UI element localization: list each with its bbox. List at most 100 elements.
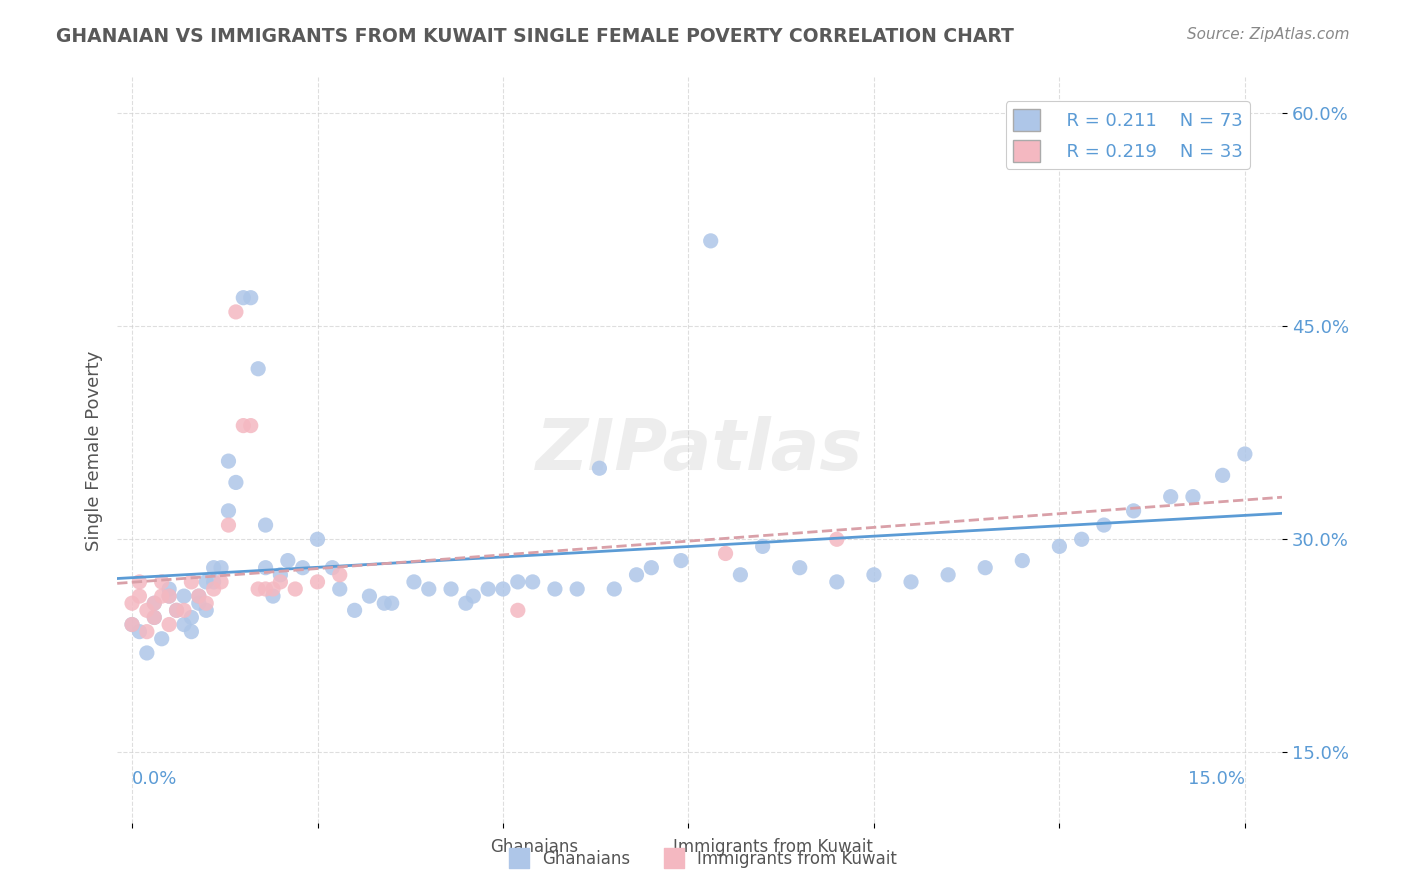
Point [277, 553, 299, 567]
Point [329, 567, 352, 582]
Point [128, 574, 150, 589]
Point [1011, 553, 1033, 567]
Text: 15.0%: 15.0% [1188, 770, 1244, 788]
Point [157, 617, 180, 632]
Point [239, 291, 262, 305]
Point [1212, 468, 1234, 483]
Text: GHANAIAN VS IMMIGRANTS FROM KUWAIT SINGLE FEMALE POVERTY CORRELATION CHART: GHANAIAN VS IMMIGRANTS FROM KUWAIT SINGL… [56, 27, 1014, 45]
Point [187, 589, 209, 603]
Point [789, 560, 811, 574]
Legend:   R = 0.211    N = 73,   R = 0.219    N = 33: R = 0.211 N = 73, R = 0.219 N = 33 [1005, 102, 1250, 169]
Text: Immigrants from Kuwait: Immigrants from Kuwait [673, 838, 873, 856]
Point [173, 603, 195, 617]
Point [329, 582, 352, 596]
Point [936, 567, 959, 582]
Point [506, 574, 529, 589]
Point [254, 582, 277, 596]
Point [1092, 518, 1115, 533]
Point [1122, 504, 1144, 518]
Point [166, 603, 188, 617]
Point [381, 596, 404, 610]
Text: 0.0%: 0.0% [132, 770, 177, 788]
Point [714, 546, 737, 560]
Point [180, 574, 202, 589]
Point [751, 540, 773, 554]
Point [825, 574, 848, 589]
Point [730, 567, 752, 582]
Point [567, 582, 589, 596]
Point [254, 518, 277, 533]
Point [343, 603, 366, 617]
Point [262, 589, 284, 603]
Point [217, 518, 239, 533]
Point [307, 533, 329, 547]
Point [1160, 490, 1182, 504]
Point [825, 533, 848, 547]
Point [239, 418, 262, 433]
Point [626, 567, 648, 582]
Point [202, 574, 225, 589]
Point [477, 582, 499, 596]
Point [195, 596, 218, 610]
Point [209, 574, 232, 589]
Point [1181, 490, 1204, 504]
Point [150, 574, 173, 589]
Point [173, 589, 195, 603]
Point [232, 418, 254, 433]
Point [269, 567, 291, 582]
Point [863, 567, 886, 582]
Point [135, 624, 157, 639]
Point [247, 582, 270, 596]
Point [187, 589, 209, 603]
Point [157, 582, 180, 596]
Point [180, 610, 202, 624]
Point [128, 624, 150, 639]
Point [307, 574, 329, 589]
Point [1070, 533, 1092, 547]
Point [195, 603, 218, 617]
Point [269, 574, 291, 589]
Point [588, 461, 610, 475]
Point [121, 596, 143, 610]
Point [603, 582, 626, 596]
Text: Source: ZipAtlas.com: Source: ZipAtlas.com [1187, 27, 1350, 42]
Point [262, 582, 284, 596]
Point [454, 596, 477, 610]
Point [202, 582, 225, 596]
Point [121, 617, 143, 632]
Point [217, 504, 239, 518]
Point [284, 582, 307, 596]
Point [291, 560, 314, 574]
Point [202, 560, 225, 574]
Point [402, 574, 425, 589]
Point [492, 582, 515, 596]
Point [157, 589, 180, 603]
Point [143, 596, 166, 610]
Point [217, 454, 239, 468]
Point [1233, 447, 1256, 461]
Point [157, 589, 180, 603]
Point [1047, 540, 1070, 554]
Text: ZIPatlas: ZIPatlas [536, 416, 863, 485]
Point [150, 589, 173, 603]
Point [544, 582, 567, 596]
Point [180, 624, 202, 639]
Point [187, 596, 209, 610]
Point [669, 553, 692, 567]
Point [135, 646, 157, 660]
Point [150, 632, 173, 646]
Point [321, 560, 343, 574]
Point [121, 617, 143, 632]
Point [135, 603, 157, 617]
Point [699, 234, 721, 248]
Point [128, 589, 150, 603]
Point [373, 596, 395, 610]
Point [166, 603, 188, 617]
Point [195, 574, 218, 589]
Point [209, 560, 232, 574]
Point [522, 574, 544, 589]
Point [173, 617, 195, 632]
Point [463, 589, 485, 603]
Point [254, 560, 277, 574]
Point [640, 560, 662, 574]
